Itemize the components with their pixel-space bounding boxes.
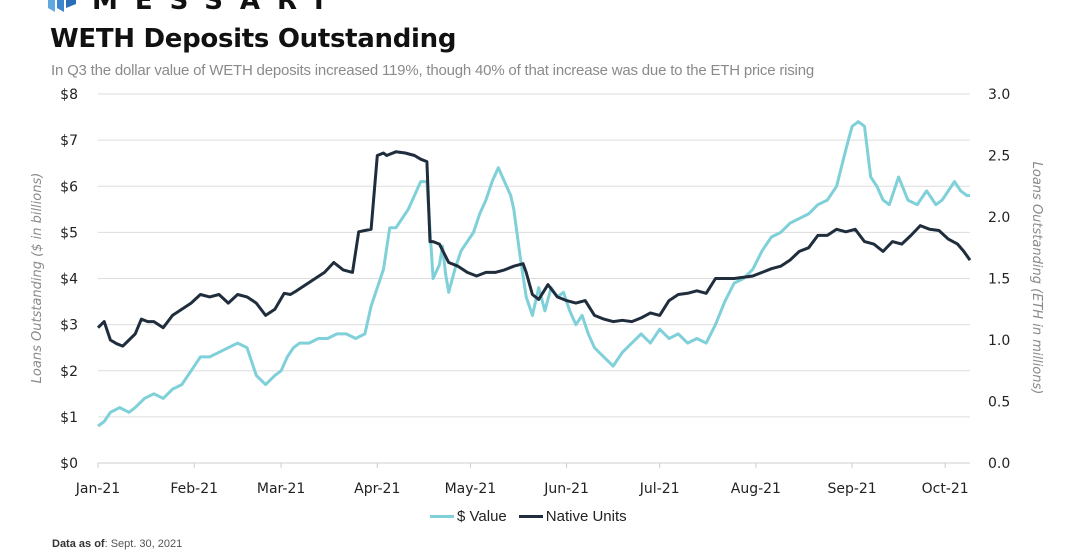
legend-item-native-units: Native Units	[518, 508, 627, 525]
x-tick-label: Mar-21	[257, 481, 305, 497]
legend-swatch-usd	[430, 515, 454, 518]
x-tick-label: Jul-21	[639, 481, 680, 497]
right-axis-ticks: 0.0 0.5 1.0 1.5 2.0 2.5 3.0	[988, 87, 1010, 472]
left-tick-label: $5	[60, 225, 78, 241]
x-axis-ticks: Jan-21 Feb-21 Mar-21 Apr-21 May-21 Jun-21 Jul-…	[75, 463, 969, 497]
messari-logo: MESSARI	[48, 0, 341, 14]
x-tick-label: Sep-21	[827, 481, 876, 497]
right-axis-title: Loans Outstanding (ETH in millions)	[1029, 162, 1044, 395]
left-tick-label: $1	[60, 410, 78, 426]
legend-swatch-native	[518, 515, 543, 518]
left-tick-label: $3	[60, 318, 78, 334]
x-tick-label: May-21	[445, 481, 497, 497]
left-tick-label: $2	[60, 364, 78, 380]
brand-name: MESSARI	[92, 0, 341, 16]
x-tick-label: Jun-21	[543, 481, 589, 497]
x-tick-label: Feb-21	[170, 481, 218, 497]
legend-item-usd-value: $ Value	[430, 508, 507, 525]
legend-label-native: Native Units	[545, 508, 627, 525]
left-tick-label: $7	[60, 133, 78, 149]
chart-subtitle: In Q3 the dollar value of WETH deposits …	[51, 62, 814, 79]
legend-label-usd: $ Value	[457, 508, 507, 525]
left-tick-label: $6	[60, 179, 78, 195]
right-tick-label: 2.5	[988, 149, 1010, 165]
right-tick-label: 3.0	[988, 87, 1010, 103]
x-tick-label: Aug-21	[731, 481, 781, 497]
left-tick-label: $4	[60, 272, 78, 288]
footnote: Data as of: Sept. 30, 2021	[52, 538, 182, 550]
footnote-label: Data as of	[52, 538, 105, 550]
chart-title: WETH Deposits Outstanding	[50, 24, 457, 54]
right-tick-label: 1.5	[988, 272, 1010, 288]
x-tick-label: Jan-21	[75, 481, 120, 497]
right-tick-label: 1.0	[988, 333, 1010, 349]
messari-logo-mark-icon	[48, 0, 76, 12]
right-tick-label: 2.0	[988, 210, 1010, 226]
left-tick-label: $8	[60, 87, 78, 103]
left-axis-ticks: $0 $1 $2 $3 $4 $5 $6 $7 $8	[60, 87, 78, 472]
footnote-value: : Sept. 30, 2021	[104, 538, 183, 550]
chart-legend: $ Value Native Units	[430, 508, 639, 525]
series-line-native-units	[96, 150, 972, 348]
right-tick-label: 0.0	[988, 456, 1010, 472]
right-tick-label: 0.5	[988, 395, 1010, 411]
series-line-usd-value	[97, 120, 970, 428]
left-tick-label: $0	[60, 456, 78, 472]
gridlines	[98, 93, 970, 464]
left-axis-title: Loans Outstanding ($ in billions)	[30, 173, 45, 384]
x-tick-label: Oct-21	[922, 481, 969, 497]
x-tick-label: Apr-21	[354, 481, 400, 497]
